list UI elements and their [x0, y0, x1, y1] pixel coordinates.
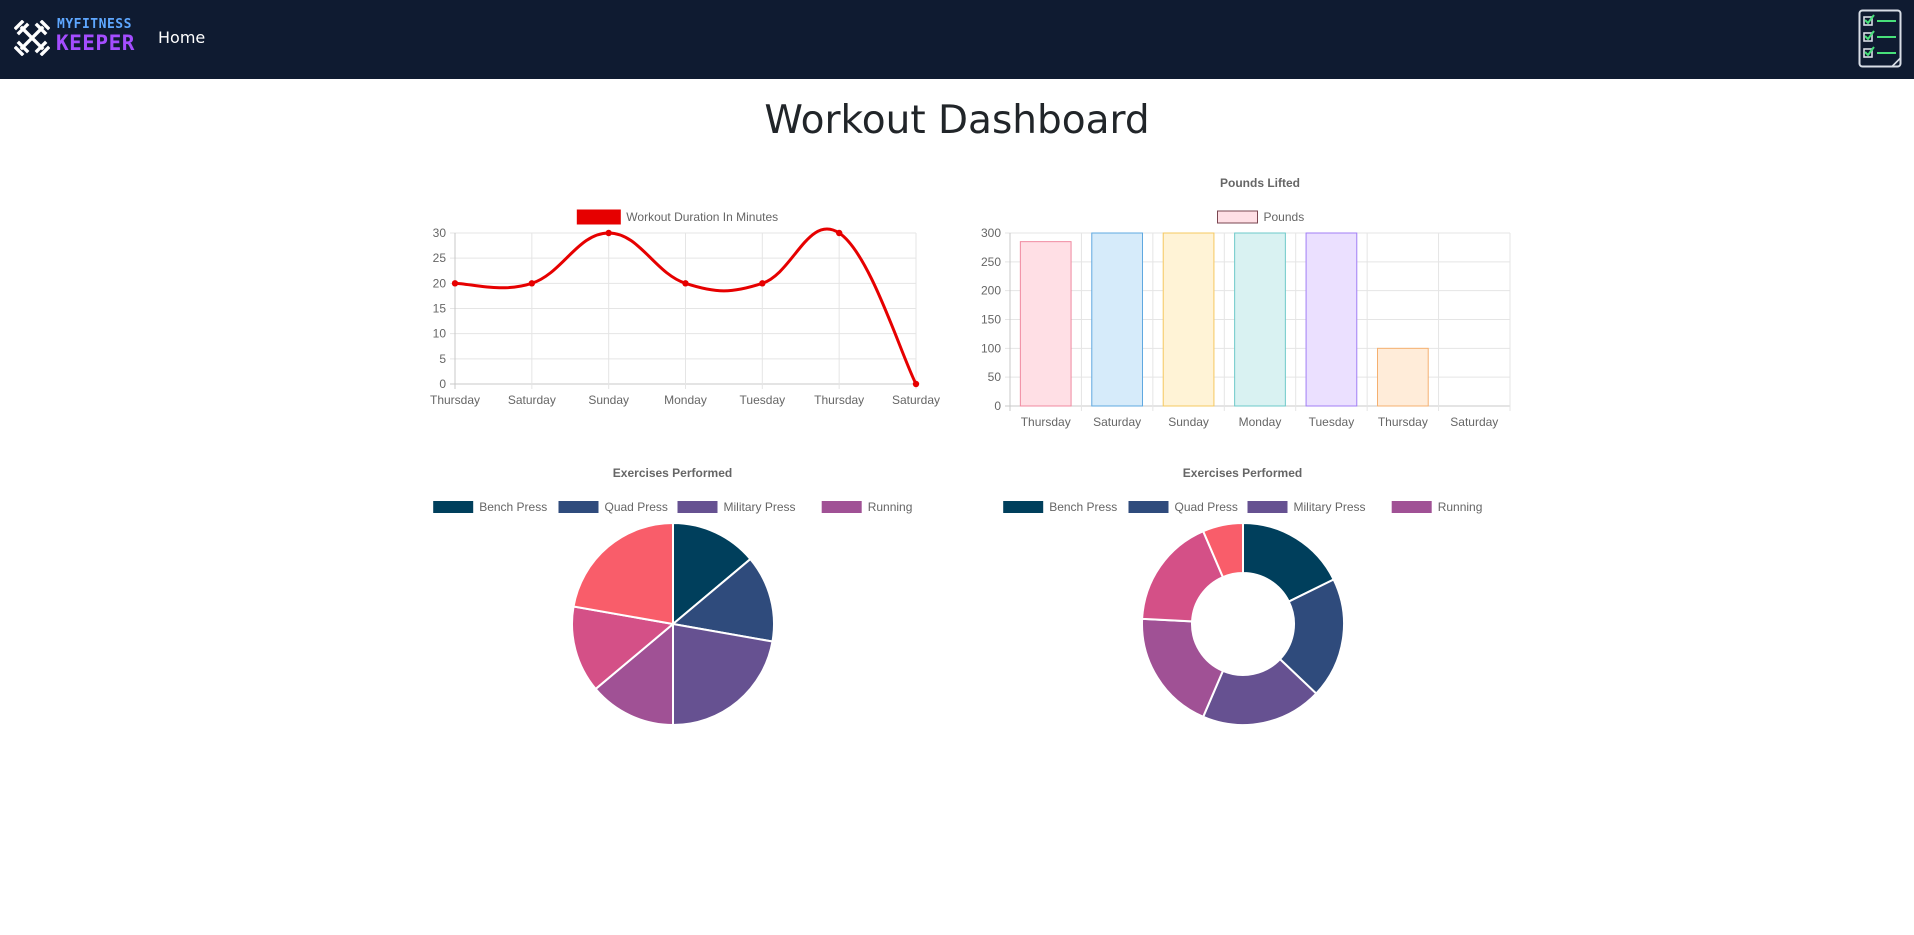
legend-swatch-bench-press [433, 501, 474, 513]
y-tick-label: 25 [433, 251, 447, 265]
x-tick-label: Thursday [430, 393, 480, 407]
y-tick-label: 100 [981, 341, 1001, 355]
bar [1305, 232, 1358, 407]
duration-point [451, 280, 459, 287]
legend-label-pounds: Pounds [1264, 210, 1305, 224]
duration-point [528, 280, 536, 287]
y-tick-label: 10 [433, 327, 447, 341]
legend-swatch-bench-press [1003, 501, 1044, 513]
pie-slice [672, 521, 752, 627]
y-tick-label: 15 [433, 302, 447, 316]
pounds-lifted-chart: Pounds Lifted Pounds 0 50 100 150 200 250 300 Thu… [960, 170, 1520, 440]
top-navbar: MYFITNESS KEEPER Home [0, 0, 1914, 79]
legend-label-military-press: Military Press [1294, 500, 1366, 514]
duration-point [835, 229, 843, 237]
legend-label-duration: Workout Duration In Minutes [626, 210, 778, 224]
legend-label-running: Running [868, 500, 913, 514]
x-tick-label: Thursday [1021, 415, 1071, 429]
dumbbells-icon [14, 20, 50, 56]
pie-slice [672, 622, 774, 727]
x-tick-label: Monday [664, 393, 707, 407]
workout-duration-chart: Workout Duration In Minutes 0 5 10 15 20 25 30 T… [425, 200, 945, 420]
bar [1019, 241, 1072, 407]
checklist-icon[interactable] [1858, 9, 1904, 69]
legend-label-military-press: Military Press [724, 500, 796, 514]
y-tick-label: 50 [988, 370, 1002, 384]
y-tick-label: 250 [981, 255, 1001, 269]
x-tick-label: Sunday [588, 393, 629, 407]
legend-swatch-military-press [677, 501, 718, 513]
pie-slice [572, 521, 674, 626]
y-tick-label: 300 [981, 226, 1001, 240]
x-tick-label: Tuesday [740, 393, 786, 407]
duration-point [759, 280, 766, 287]
bar [1162, 232, 1215, 407]
y-tick-label: 5 [439, 352, 446, 366]
x-tick-label: Monday [1239, 415, 1282, 429]
home-link[interactable]: Home [158, 28, 206, 47]
x-tick-label: Saturday [1093, 415, 1141, 429]
pie-slice [594, 621, 674, 727]
legend-label-bench-press: Bench Press [479, 500, 547, 514]
y-tick-label: 150 [981, 313, 1001, 327]
legend-swatch-pounds [1217, 210, 1258, 224]
legend-swatch-running [1391, 501, 1432, 513]
bar [1377, 347, 1429, 407]
exercises-pie-chart: Exercises Performed Bench Press Quad Press… [425, 460, 920, 735]
legend-label-running: Running [1438, 500, 1483, 514]
bar [1091, 232, 1144, 407]
brand-name-bottom: KEEPER [56, 31, 135, 55]
legend-swatch-running [821, 501, 862, 513]
x-tick-label: Saturday [1450, 415, 1498, 429]
chart-title: Exercises Performed [613, 466, 732, 480]
legend-swatch-military-press [1247, 501, 1288, 513]
x-tick-label: Saturday [892, 393, 940, 407]
duration-point [682, 280, 689, 287]
duration-line [454, 227, 918, 385]
doughnut-slice [1201, 521, 1244, 579]
chart-title: Exercises Performed [1183, 466, 1302, 480]
legend-label-quad-press: Quad Press [605, 500, 668, 514]
pie-slice [571, 605, 676, 691]
chart-title: Pounds Lifted [1220, 176, 1300, 190]
x-tick-label: Thursday [814, 393, 864, 407]
x-tick-label: Saturday [508, 393, 556, 407]
legend-swatch-quad-press [1128, 501, 1169, 513]
bar [1234, 232, 1286, 407]
brand-logo[interactable]: MYFITNESS KEEPER [14, 18, 150, 58]
pie-slice [670, 557, 775, 643]
x-tick-label: Tuesday [1309, 415, 1355, 429]
y-tick-label: 200 [981, 284, 1001, 298]
brand-name-top: MYFITNESS [57, 17, 132, 32]
y-tick-label: 20 [433, 276, 447, 290]
duration-point [605, 229, 612, 237]
page-title: Workout Dashboard [764, 98, 1150, 143]
legend-swatch-duration [576, 209, 621, 225]
exercises-doughnut-chart: Exercises Performed Bench Press Quad Press… [995, 460, 1490, 735]
y-tick-label: 0 [439, 377, 446, 391]
y-tick-label: 30 [433, 226, 447, 240]
x-tick-label: Sunday [1168, 415, 1209, 429]
legend-label-bench-press: Bench Press [1049, 500, 1117, 514]
legend-label-quad-press: Quad Press [1175, 500, 1238, 514]
x-tick-label: Thursday [1378, 415, 1428, 429]
y-tick-label: 0 [994, 399, 1001, 413]
duration-point [912, 380, 920, 388]
legend-swatch-quad-press [558, 501, 599, 513]
